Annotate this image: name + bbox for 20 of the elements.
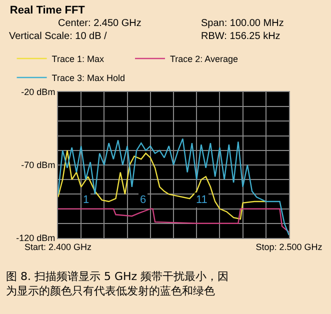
caption: 图 8. 扫描频谱显示 5 GHz 频带干扰最小，因为显示的颜色只有代表低发射的蓝色和绿色 [6, 270, 229, 298]
x-tick-label: Stop: 2.500 GHz [256, 242, 323, 252]
text: Vertical Scale: 10 dB / [9, 31, 108, 42]
y-tick-label: -120 dBm [16, 233, 56, 244]
annotation: 6 [140, 194, 146, 206]
line-series [58, 138, 289, 236]
y-tick-label: -70 dBm [21, 160, 56, 170]
legend-label: Trace 3: Max Hold [52, 73, 126, 84]
annotation: 1 [83, 194, 90, 206]
text: RBW: 156.25 kHz [201, 31, 280, 42]
annotation: 11 [196, 194, 208, 206]
text: Span: 100.00 MHz [201, 18, 284, 29]
text: Center: 2.450 GHz [58, 18, 142, 29]
line-series [58, 150, 266, 220]
x-tick-label: Start: 2.400 GHz [24, 242, 92, 252]
y-tick-label: -20 dBm [21, 87, 56, 98]
legend-label: Trace 2: Average [170, 54, 238, 64]
line-series [58, 208, 289, 233]
legend-label: Trace 1: Max [52, 54, 104, 64]
chart-title: Real Time FFT [10, 4, 86, 16]
